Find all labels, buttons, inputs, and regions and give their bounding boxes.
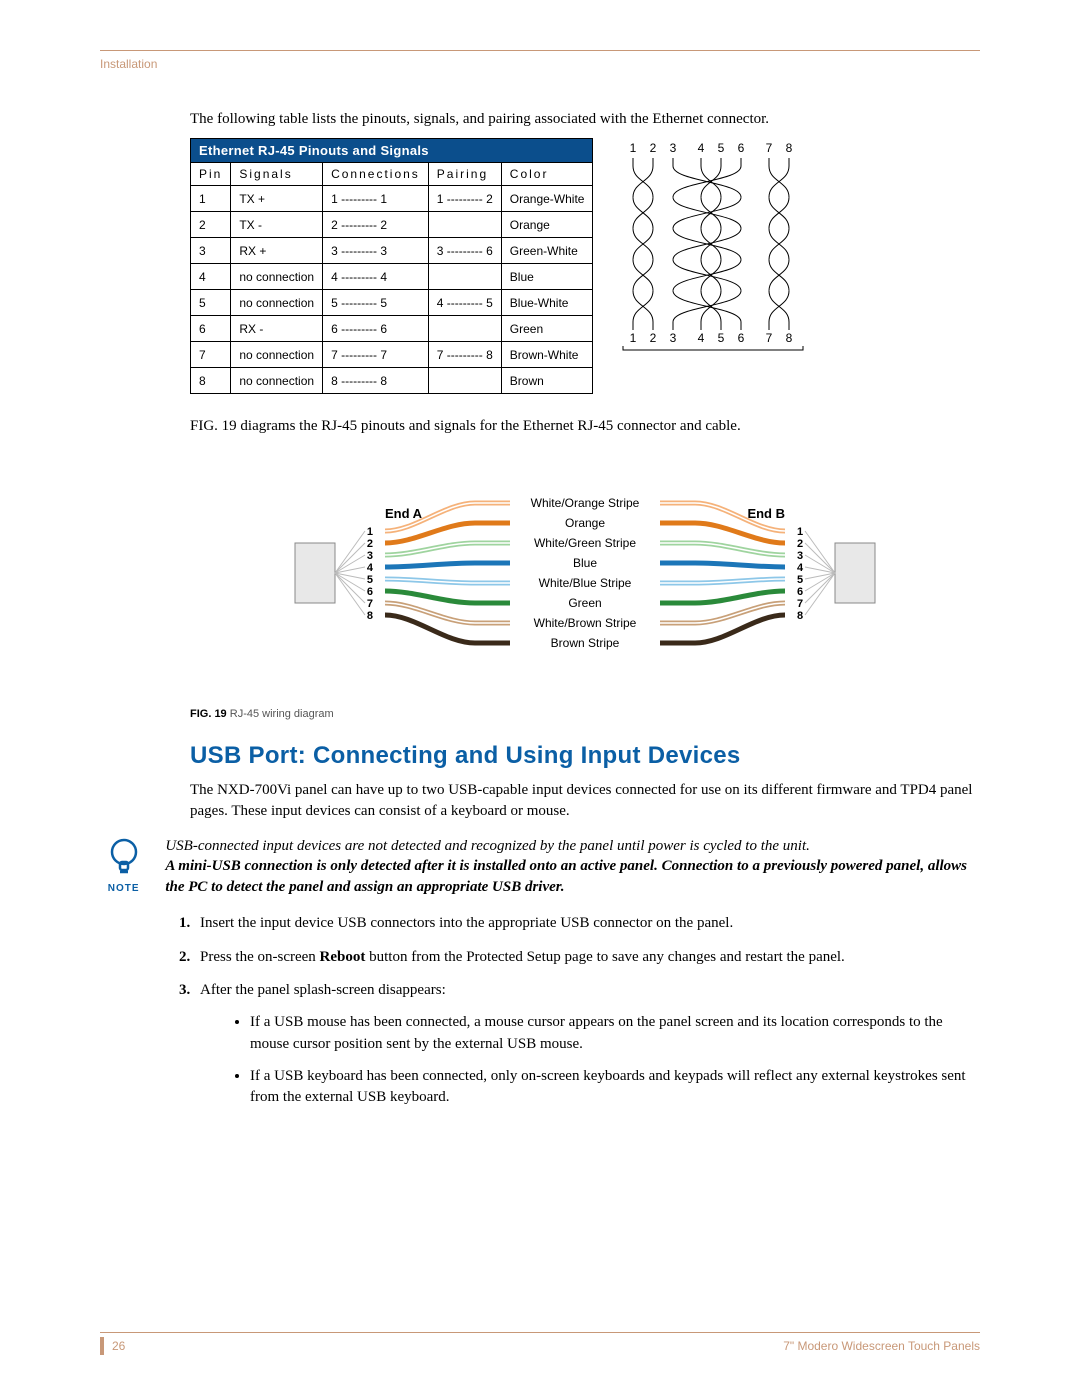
pinout-table: Ethernet RJ-45 Pinouts and Signals PinSi… — [190, 138, 593, 394]
svg-text:4: 4 — [797, 562, 804, 574]
fig19-reference: FIG. 19 diagrams the RJ-45 pinouts and s… — [190, 418, 980, 435]
table-title: Ethernet RJ-45 Pinouts and Signals — [191, 139, 593, 163]
svg-text:7: 7 — [766, 331, 773, 345]
table-row: 2TX -2 --------- 2Orange — [191, 212, 593, 238]
svg-text:6: 6 — [367, 586, 373, 598]
table-col-header: Connections — [323, 163, 429, 186]
svg-text:3: 3 — [670, 331, 677, 345]
svg-text:6: 6 — [738, 141, 745, 155]
svg-text:1: 1 — [630, 141, 637, 155]
table-row: 5no connection5 --------- 54 --------- 5… — [191, 290, 593, 316]
svg-text:6: 6 — [738, 331, 745, 345]
svg-text:7: 7 — [766, 141, 773, 155]
table-row: 3RX +3 --------- 33 --------- 6Green-Whi… — [191, 238, 593, 264]
svg-text:White/Orange Stripe: White/Orange Stripe — [531, 496, 640, 510]
page-footer: 26 7" Modero Widescreen Touch Panels — [100, 1332, 980, 1355]
page-number: 26 — [112, 1339, 125, 1353]
svg-text:5: 5 — [718, 331, 725, 345]
bullet-keyboard: If a USB keyboard has been connected, on… — [250, 1066, 980, 1110]
svg-text:4: 4 — [698, 331, 705, 345]
table-col-header: Signals — [231, 163, 323, 186]
intro-text: The following table lists the pinouts, s… — [190, 111, 980, 128]
svg-text:2: 2 — [367, 538, 373, 550]
note-text: USB-connected input devices are not dete… — [165, 836, 980, 897]
table-row: 1TX +1 --------- 11 --------- 2Orange-Wh… — [191, 186, 593, 212]
svg-text:5: 5 — [797, 574, 803, 586]
note-icon: NOTE — [100, 836, 147, 894]
svg-text:6: 6 — [797, 586, 803, 598]
steps-list: Insert the input device USB connectors i… — [194, 913, 980, 1109]
table-row: 6RX -6 --------- 6Green — [191, 316, 593, 342]
table-col-header: Pin — [191, 163, 231, 186]
svg-text:End B: End B — [747, 506, 785, 521]
svg-text:1: 1 — [797, 526, 803, 538]
svg-text:2: 2 — [650, 141, 657, 155]
usb-heading: USB Port: Connecting and Using Input Dev… — [190, 742, 980, 770]
svg-text:8: 8 — [786, 141, 793, 155]
breadcrumb: Installation — [100, 57, 980, 71]
table-row: 8no connection8 --------- 8Brown — [191, 368, 593, 394]
usb-body: The NXD-700Vi panel can have up to two U… — [190, 780, 980, 822]
svg-text:2: 2 — [797, 538, 803, 550]
svg-text:4: 4 — [367, 562, 374, 574]
wiring-diagram: End AEnd B1234567812345678White/Orange S… — [255, 453, 915, 693]
svg-text:8: 8 — [797, 610, 803, 622]
table-col-header: Color — [501, 163, 593, 186]
svg-text:2: 2 — [650, 331, 657, 345]
svg-text:7: 7 — [797, 598, 803, 610]
table-col-header: Pairing — [428, 163, 501, 186]
svg-text:White/Green Stripe: White/Green Stripe — [534, 536, 636, 550]
table-row: 7no connection7 --------- 77 --------- 8… — [191, 342, 593, 368]
step-3: After the panel splash-screen disappears… — [194, 980, 980, 1109]
pin-pair-diagram: 1234567812345678 — [613, 138, 813, 353]
svg-text:White/Blue Stripe: White/Blue Stripe — [539, 576, 632, 590]
svg-text:1: 1 — [367, 526, 373, 538]
svg-text:3: 3 — [797, 550, 803, 562]
bullet-mouse: If a USB mouse has been connected, a mou… — [250, 1012, 980, 1056]
svg-text:Orange: Orange — [565, 516, 605, 530]
svg-text:3: 3 — [670, 141, 677, 155]
svg-text:7: 7 — [367, 598, 373, 610]
svg-text:Green: Green — [568, 596, 601, 610]
svg-text:End A: End A — [385, 506, 423, 521]
svg-text:Brown Stripe: Brown Stripe — [551, 636, 620, 650]
svg-text:Blue: Blue — [573, 556, 597, 570]
svg-text:8: 8 — [786, 331, 793, 345]
svg-text:White/Brown Stripe: White/Brown Stripe — [534, 616, 637, 630]
fig19-caption: FIG. 19 RJ-45 wiring diagram — [190, 708, 980, 720]
step-2: Press the on-screen Reboot button from t… — [194, 947, 980, 969]
table-row: 4no connection4 --------- 4Blue — [191, 264, 593, 290]
svg-text:8: 8 — [367, 610, 373, 622]
svg-text:5: 5 — [367, 574, 373, 586]
footer-title: 7" Modero Widescreen Touch Panels — [783, 1339, 980, 1353]
svg-text:5: 5 — [718, 141, 725, 155]
svg-text:3: 3 — [367, 550, 373, 562]
svg-text:4: 4 — [698, 141, 705, 155]
step-1: Insert the input device USB connectors i… — [194, 913, 980, 935]
svg-text:1: 1 — [630, 331, 637, 345]
